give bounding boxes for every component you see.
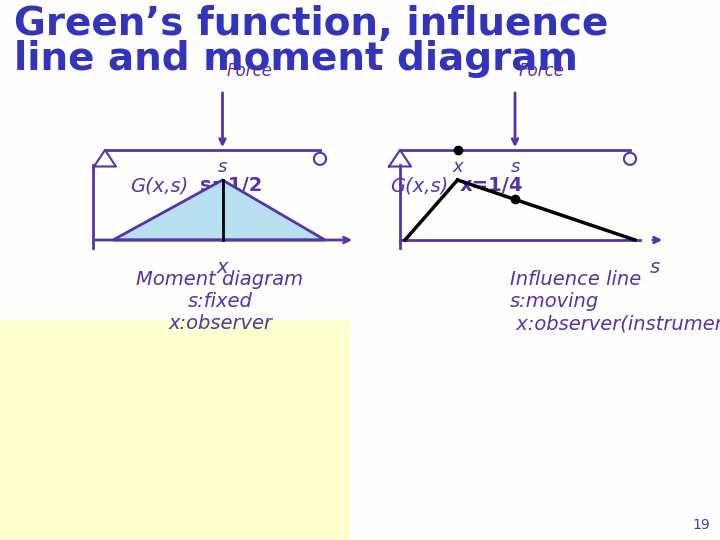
Text: Force: Force — [227, 62, 272, 80]
Text: s:fixed: s:fixed — [188, 292, 253, 311]
Text: G(x,s): G(x,s) — [390, 176, 449, 195]
Text: Green’s function, influence: Green’s function, influence — [14, 5, 608, 43]
Text: Influence line: Influence line — [510, 270, 642, 289]
Text: Moment diagram: Moment diagram — [136, 270, 304, 289]
Text: s=1/2: s=1/2 — [200, 176, 262, 195]
Text: s: s — [218, 158, 228, 176]
Text: 19: 19 — [692, 518, 710, 532]
Polygon shape — [113, 180, 325, 240]
Text: Force: Force — [519, 62, 565, 80]
Text: s:moving: s:moving — [510, 292, 599, 311]
Text: x: x — [452, 158, 463, 176]
Text: line and moment diagram: line and moment diagram — [14, 40, 578, 78]
Text: s: s — [510, 158, 520, 176]
Text: x=1/4: x=1/4 — [460, 176, 523, 195]
Text: G(x,s): G(x,s) — [130, 176, 188, 195]
Text: x: x — [217, 258, 228, 277]
Text: x:observer(instrument): x:observer(instrument) — [510, 314, 720, 333]
Text: s: s — [650, 258, 660, 277]
Bar — [0, 320, 350, 540]
Text: x:observer: x:observer — [168, 314, 272, 333]
